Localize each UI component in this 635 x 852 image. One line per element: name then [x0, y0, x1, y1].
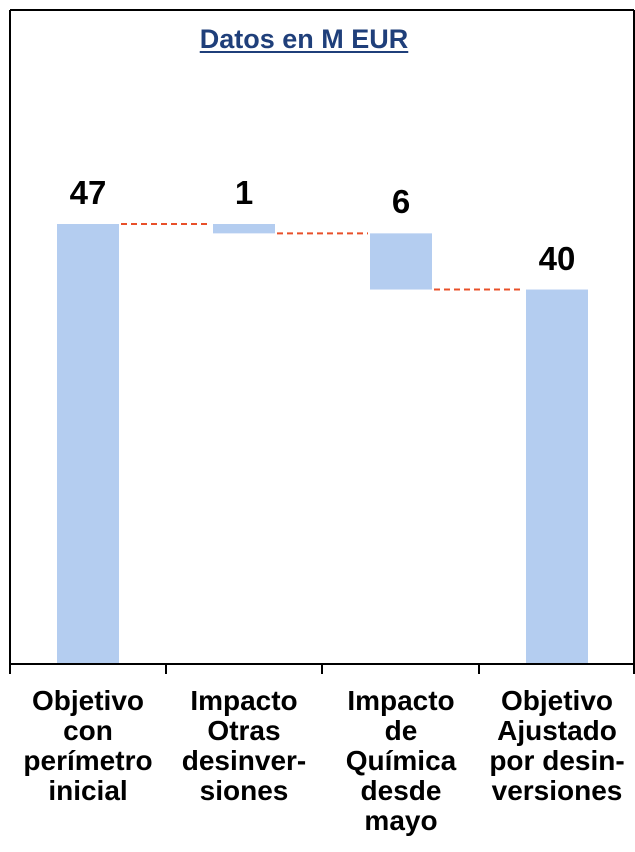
- x-tick-label-line: Objetivo: [31, 685, 144, 716]
- x-tick-label-line: desde: [360, 775, 442, 806]
- data-label-2: 1: [234, 174, 254, 211]
- x-tick-label-line: inicial: [48, 775, 128, 806]
- chart-title: Datos en M EUR: [199, 24, 409, 54]
- x-tick-label-line: versiones: [491, 775, 623, 806]
- x-tick-label-line: por desin-: [489, 745, 625, 776]
- waterfall-bar-2: [213, 224, 275, 234]
- x-tick-label-line: con: [63, 715, 113, 746]
- x-tick-label-line: Otras: [207, 715, 281, 746]
- waterfall-bar-1: [57, 224, 119, 664]
- x-tick-label-4: Objetivo Ajustado por desin-versiones: [478, 686, 635, 806]
- waterfall-bar-4: [526, 289, 588, 664]
- x-tick-label-line: Objetivo: [500, 685, 613, 716]
- x-tick-label-line: Ajustado: [497, 715, 617, 746]
- x-tick-label-line: Química: [345, 745, 457, 776]
- x-tick-label-line: mayo: [364, 805, 438, 836]
- x-tick-label-line: desinver-: [181, 745, 307, 776]
- data-label-3: 6: [391, 183, 411, 221]
- x-tick-label-line: siones: [199, 775, 289, 806]
- x-tick-label-2: Impacto Otras desinver-siones: [165, 686, 323, 806]
- x-tick-label-3: Impacto de Química desde mayo: [322, 686, 480, 836]
- x-tick-label-1: Objetivo con perímetro inicial: [9, 686, 167, 806]
- x-tick-label-line: Impacto: [190, 685, 298, 716]
- waterfall-bar-3: [370, 233, 432, 290]
- x-tick-label-line: perímetro: [23, 745, 153, 776]
- x-tick-label-line: Impacto: [347, 685, 455, 716]
- x-tick-label-line: de: [384, 715, 418, 746]
- data-label-1: 47: [69, 174, 107, 211]
- data-label-4: 40: [538, 239, 576, 277]
